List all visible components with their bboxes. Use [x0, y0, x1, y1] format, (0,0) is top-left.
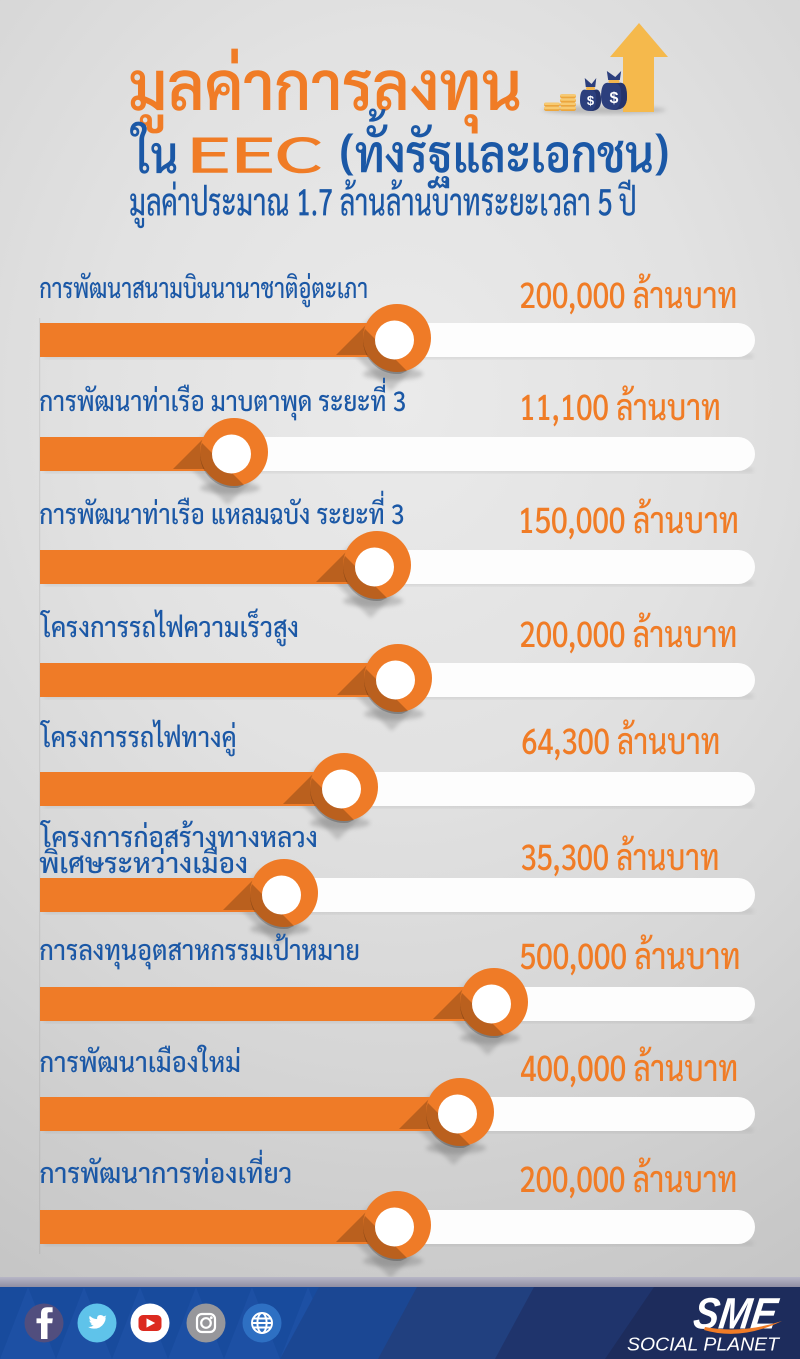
svg-text:$: $ [587, 93, 595, 108]
svg-text:SOCIAL PLANET: SOCIAL PLANET [627, 1334, 781, 1355]
svg-text:$: $ [610, 90, 619, 107]
